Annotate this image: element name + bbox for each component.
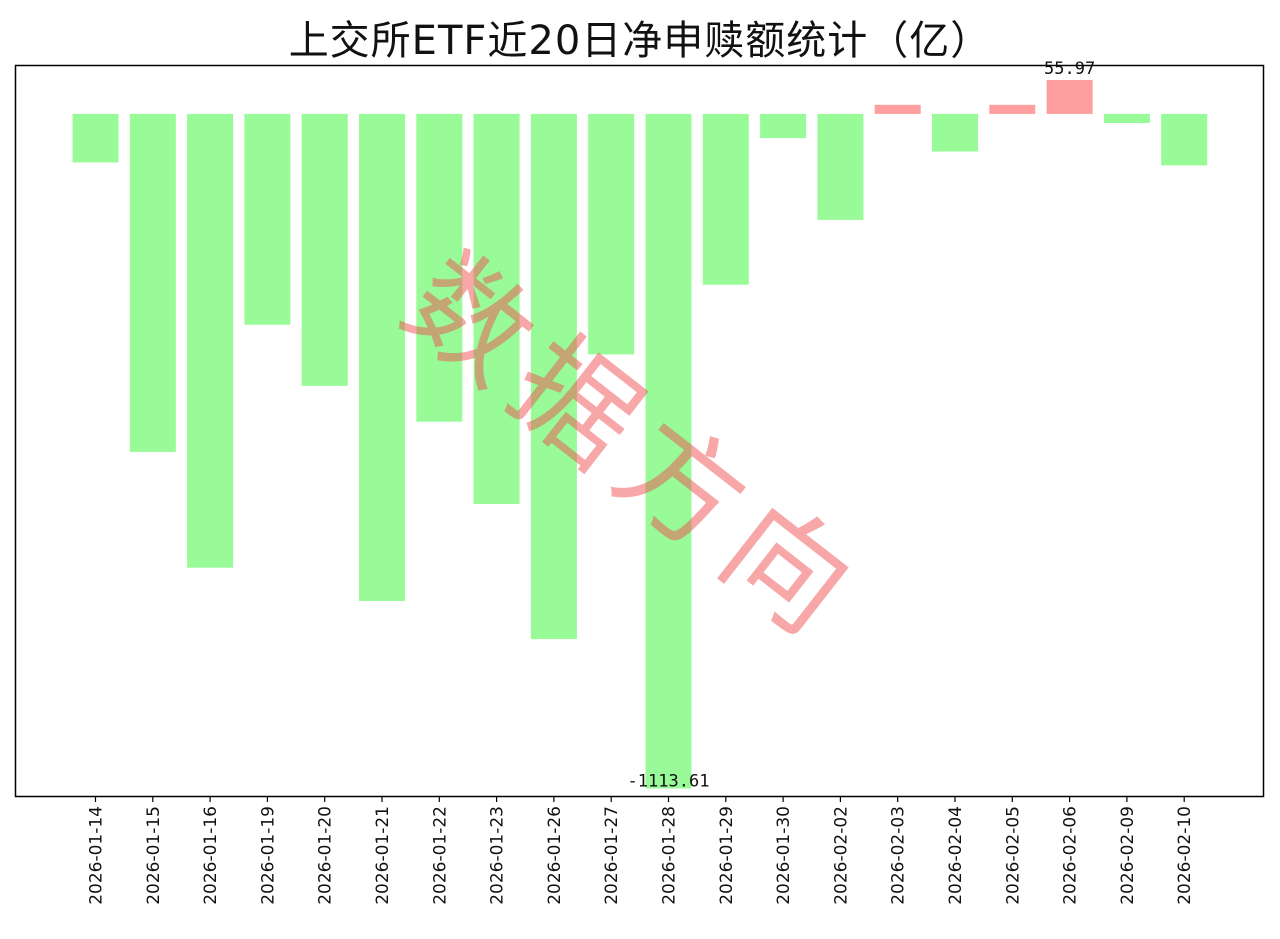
x-tick-label: 2026-02-09	[1118, 806, 1138, 905]
x-tick-label: 2026-01-30	[774, 806, 794, 905]
bar-2026-02-10	[1161, 113, 1208, 166]
bar-2026-01-28	[645, 113, 692, 789]
x-tick-label: 2026-01-15	[144, 806, 164, 905]
bar-2026-01-16	[187, 113, 234, 568]
chart-title: 上交所ETF近20日净申赎额统计（亿）	[288, 18, 992, 64]
bar-2026-01-23	[473, 113, 520, 505]
x-tick-label: 2026-01-28	[660, 806, 680, 905]
x-tick-label: 2026-01-26	[545, 806, 565, 905]
bar-2026-02-05	[989, 104, 1036, 114]
bar-2026-01-20	[301, 113, 348, 386]
bar-2026-01-26	[530, 113, 577, 640]
x-tick-label: 2026-01-23	[488, 806, 508, 905]
bar-2026-02-03	[874, 104, 921, 114]
bar-2026-02-09	[1103, 113, 1150, 123]
x-tick-label: 2026-02-03	[889, 806, 909, 905]
bar-2026-01-22	[416, 113, 463, 422]
x-tick-label: 2026-01-29	[717, 806, 737, 905]
x-tick-label: 2026-01-19	[258, 806, 278, 905]
x-tick-label: 2026-01-27	[602, 806, 622, 905]
bar-2026-02-02	[817, 113, 864, 220]
x-tick-label: 2026-01-22	[430, 806, 450, 905]
x-tick-label: 2026-02-02	[831, 806, 851, 905]
plot-frame	[14, 64, 1265, 798]
data-label-2026-01-28: -1113.61	[628, 771, 710, 791]
bar-2026-01-29	[702, 113, 749, 285]
data-label-2026-02-06: 55.97	[1044, 59, 1095, 79]
bar-2026-01-30	[760, 113, 807, 139]
bar-2026-02-06	[1046, 80, 1093, 114]
x-tick-label: 2026-02-04	[946, 806, 966, 905]
data-labels-group: -1113.61 55.97	[628, 59, 1096, 792]
bars-group	[72, 80, 1208, 789]
bar-2026-01-14	[72, 113, 119, 163]
x-tick-label: 2026-01-21	[373, 806, 393, 905]
x-tick-label: 2026-02-05	[1003, 806, 1023, 905]
x-tick-label: 2026-02-06	[1061, 806, 1081, 905]
bar-2026-02-04	[932, 113, 978, 152]
bar-2026-01-21	[359, 113, 405, 602]
bar-2026-01-19	[244, 113, 291, 325]
x-tick-label: 2026-02-10	[1175, 806, 1195, 905]
x-tick-label: 2026-01-16	[201, 806, 221, 905]
x-tick-label: 2026-01-20	[316, 806, 336, 905]
bar-2026-01-27	[588, 113, 635, 355]
x-tick-label: 2026-01-14	[87, 806, 107, 905]
x-ticks-group: 2026-01-14 2026-01-15 2026-01-16 2026-01-19…	[87, 796, 1195, 905]
bar-2026-01-15	[129, 113, 176, 452]
